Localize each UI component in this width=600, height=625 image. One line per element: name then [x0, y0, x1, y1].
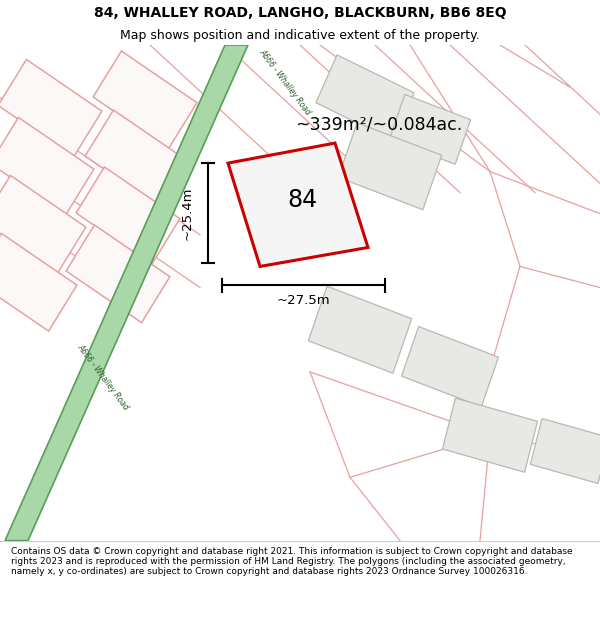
- Polygon shape: [228, 143, 368, 266]
- Polygon shape: [401, 326, 499, 407]
- Polygon shape: [338, 122, 442, 210]
- Text: 84: 84: [287, 188, 318, 212]
- Polygon shape: [442, 398, 538, 472]
- Text: ~25.4m: ~25.4m: [181, 186, 194, 240]
- Polygon shape: [5, 45, 248, 541]
- Polygon shape: [76, 167, 180, 264]
- Text: ~27.5m: ~27.5m: [277, 294, 331, 307]
- Text: Contains OS data © Crown copyright and database right 2021. This information is : Contains OS data © Crown copyright and d…: [11, 546, 572, 576]
- Text: A666 - Whalley Road: A666 - Whalley Road: [75, 342, 130, 412]
- Text: Map shows position and indicative extent of the property.: Map shows position and indicative extent…: [120, 29, 480, 42]
- Polygon shape: [0, 176, 86, 273]
- Polygon shape: [389, 94, 470, 164]
- Polygon shape: [530, 419, 600, 484]
- Polygon shape: [0, 233, 77, 331]
- Text: 84, WHALLEY ROAD, LANGHO, BLACKBURN, BB6 8EQ: 84, WHALLEY ROAD, LANGHO, BLACKBURN, BB6…: [94, 6, 506, 19]
- Text: A666 - Whalley Road: A666 - Whalley Road: [257, 48, 312, 116]
- Polygon shape: [85, 110, 189, 208]
- Polygon shape: [66, 225, 170, 322]
- Polygon shape: [0, 59, 102, 157]
- Polygon shape: [308, 286, 412, 373]
- Polygon shape: [93, 51, 197, 149]
- Text: ~339m²/~0.084ac.: ~339m²/~0.084ac.: [295, 115, 462, 133]
- Polygon shape: [0, 118, 94, 215]
- Polygon shape: [316, 55, 414, 141]
